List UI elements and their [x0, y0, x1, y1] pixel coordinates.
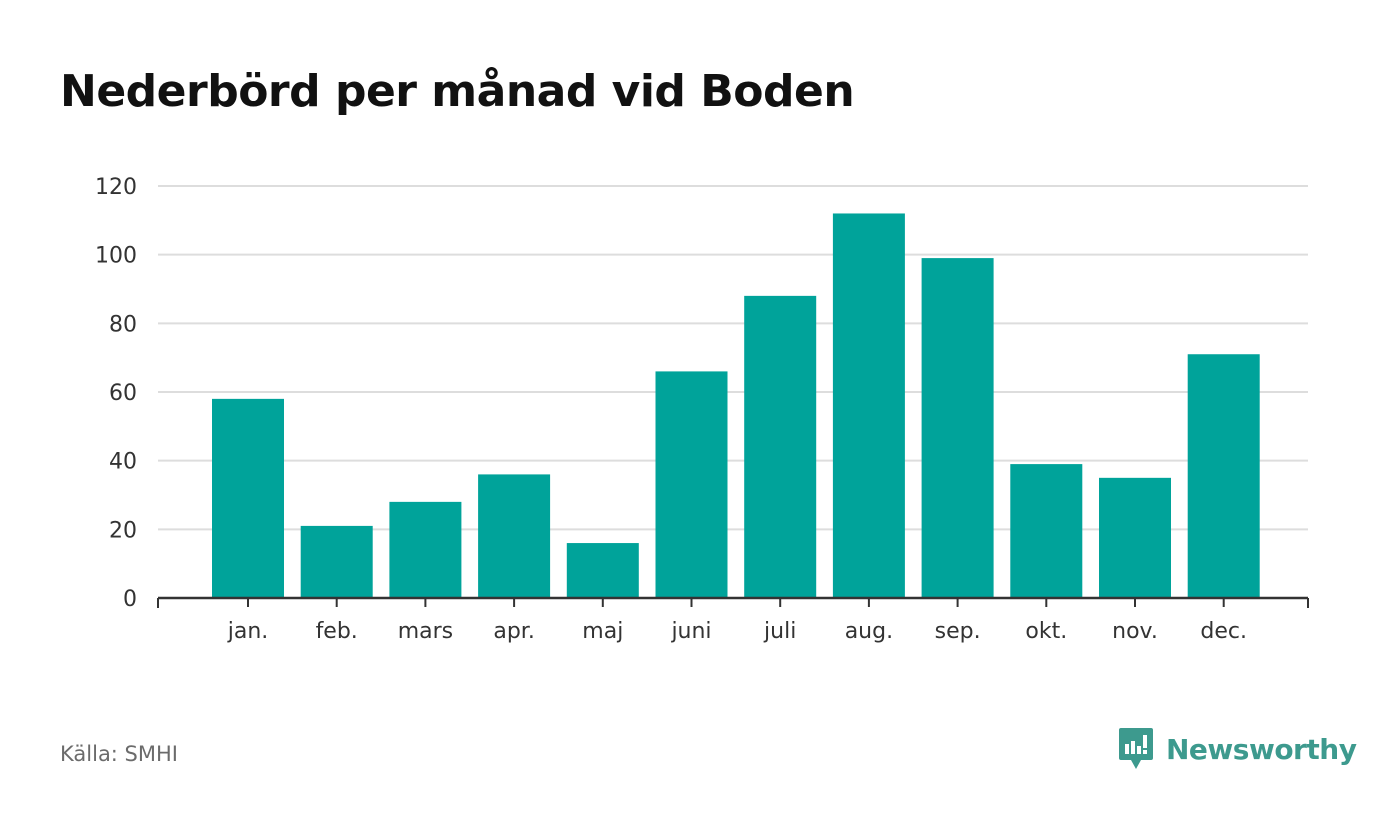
brand-name: Newsworthy — [1166, 732, 1357, 766]
newsworthy-logo-icon — [1119, 728, 1153, 769]
bar-juli — [744, 295, 817, 598]
source-note: Källa: SMHI — [60, 742, 178, 766]
y-tick-label: 100 — [95, 244, 137, 269]
gridlines — [158, 185, 1308, 531]
bar-nov — [1099, 477, 1171, 598]
bar-feb — [300, 525, 373, 598]
y-tick-label: 0 — [123, 587, 137, 612]
y-tick-label: 120 — [95, 175, 137, 200]
x-tick-label: maj — [582, 619, 623, 644]
x-tick-label: apr. — [493, 619, 534, 644]
x-tick-label: nov. — [1112, 619, 1158, 644]
bars — [212, 213, 1260, 598]
bar-maj — [566, 543, 639, 598]
y-tick-label: 80 — [109, 312, 137, 337]
x-tick-label: dec. — [1200, 619, 1247, 644]
x-tick-label: okt. — [1025, 619, 1067, 644]
bar-aug — [832, 213, 905, 598]
bar-mars — [389, 501, 462, 598]
chart-title: Nederbörd per månad vid Boden — [60, 66, 855, 117]
bar-sep — [921, 258, 994, 598]
brand-logo[interactable]: Newsworthy — [1118, 727, 1357, 771]
bar-dec — [1187, 354, 1260, 598]
bar-okt — [1010, 464, 1083, 598]
x-tick-label: juni — [670, 619, 711, 644]
x-tick-label: jan. — [227, 619, 269, 644]
y-axis-ticks: 0 20 40 60 80 100 120 — [95, 175, 137, 612]
y-tick-label: 60 — [109, 381, 137, 406]
x-tick-label: sep. — [935, 619, 981, 644]
y-tick-label: 40 — [109, 450, 137, 475]
x-axis: jan. feb. mars apr. maj juni juli aug. sep. okt. n… — [157, 596, 1309, 644]
x-tick-label: juli — [763, 619, 796, 644]
x-tick-label: feb. — [316, 619, 358, 644]
bar-apr — [478, 474, 551, 598]
x-tick-label: aug. — [845, 619, 893, 644]
y-tick-label: 20 — [109, 518, 137, 543]
bar-jan — [212, 398, 284, 598]
bar-juni — [655, 371, 728, 598]
x-tick-label: mars — [398, 619, 453, 644]
